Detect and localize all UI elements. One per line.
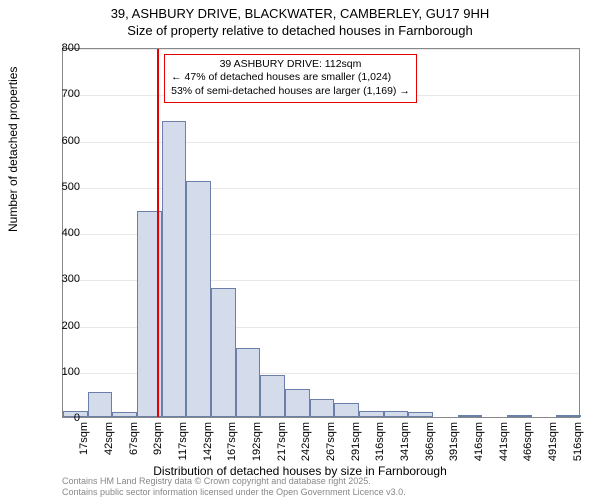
x-tick-label: 242sqm bbox=[300, 422, 312, 461]
x-tick-label: 416sqm bbox=[473, 422, 485, 461]
chart-footer: Contains HM Land Registry data © Crown c… bbox=[62, 476, 406, 498]
x-tick-label: 516sqm bbox=[572, 422, 584, 461]
y-tick-label: 500 bbox=[50, 181, 80, 193]
x-tick-label: 341sqm bbox=[399, 422, 411, 461]
plot-area: 39 ASHBURY DRIVE: 112sqm← 47% of detache… bbox=[62, 48, 580, 418]
x-tick-label: 391sqm bbox=[448, 422, 460, 461]
x-tick-label: 466sqm bbox=[522, 422, 534, 461]
annotation-smaller: ← 47% of detached houses are smaller (1,… bbox=[171, 71, 410, 85]
y-tick-label: 300 bbox=[50, 273, 80, 285]
histogram-bar bbox=[88, 392, 113, 417]
histogram-bar bbox=[310, 399, 335, 418]
histogram-bar bbox=[186, 181, 211, 417]
histogram-bar bbox=[236, 348, 261, 417]
x-tick-label: 192sqm bbox=[251, 422, 263, 461]
annotation-larger: 53% of semi-detached houses are larger (… bbox=[171, 85, 410, 99]
x-tick-label: 117sqm bbox=[177, 422, 189, 460]
histogram-bar bbox=[556, 415, 581, 417]
histogram-bar bbox=[458, 415, 483, 417]
y-tick-label: 400 bbox=[50, 227, 80, 239]
histogram-bar bbox=[384, 411, 409, 417]
footer-line-1: Contains HM Land Registry data © Crown c… bbox=[62, 476, 406, 487]
histogram-bar bbox=[211, 288, 236, 418]
histogram-bar bbox=[359, 411, 384, 417]
x-tick-label: 267sqm bbox=[325, 422, 337, 461]
title-line-1: 39, ASHBURY DRIVE, BLACKWATER, CAMBERLEY… bbox=[0, 6, 600, 23]
histogram-bar bbox=[334, 403, 359, 417]
histogram-bar bbox=[408, 412, 433, 417]
annotation-title: 39 ASHBURY DRIVE: 112sqm bbox=[171, 58, 410, 72]
y-tick-label: 0 bbox=[50, 412, 80, 424]
y-tick-label: 800 bbox=[50, 42, 80, 54]
y-tick-label: 100 bbox=[50, 366, 80, 378]
property-marker-line bbox=[157, 49, 159, 417]
y-axis-label: Number of detached properties bbox=[6, 67, 20, 232]
y-tick-label: 200 bbox=[50, 320, 80, 332]
histogram-bar bbox=[507, 415, 532, 417]
title-line-2: Size of property relative to detached ho… bbox=[0, 23, 600, 40]
histogram-bar bbox=[112, 412, 137, 417]
x-tick-label: 142sqm bbox=[202, 422, 214, 461]
x-tick-label: 67sqm bbox=[128, 422, 140, 455]
footer-line-2: Contains public sector information licen… bbox=[62, 487, 406, 498]
histogram-bar bbox=[285, 389, 310, 417]
x-tick-label: 441sqm bbox=[498, 422, 510, 461]
y-tick-label: 600 bbox=[50, 135, 80, 147]
gridline bbox=[63, 49, 579, 50]
x-tick-label: 291sqm bbox=[350, 422, 362, 461]
annotation-box: 39 ASHBURY DRIVE: 112sqm← 47% of detache… bbox=[164, 54, 417, 103]
x-tick-label: 316sqm bbox=[374, 422, 386, 461]
histogram-bar bbox=[162, 121, 187, 417]
x-tick-label: 366sqm bbox=[424, 422, 436, 461]
x-tick-label: 167sqm bbox=[226, 422, 238, 461]
chart-title: 39, ASHBURY DRIVE, BLACKWATER, CAMBERLEY… bbox=[0, 0, 600, 40]
x-tick-label: 491sqm bbox=[547, 422, 559, 461]
y-tick-label: 700 bbox=[50, 88, 80, 100]
x-tick-label: 92sqm bbox=[152, 422, 164, 455]
x-tick-label: 17sqm bbox=[78, 422, 90, 455]
x-tick-label: 42sqm bbox=[103, 422, 115, 455]
x-tick-label: 217sqm bbox=[276, 422, 288, 461]
gridline bbox=[63, 188, 579, 189]
gridline bbox=[63, 142, 579, 143]
histogram-bar bbox=[260, 375, 285, 417]
